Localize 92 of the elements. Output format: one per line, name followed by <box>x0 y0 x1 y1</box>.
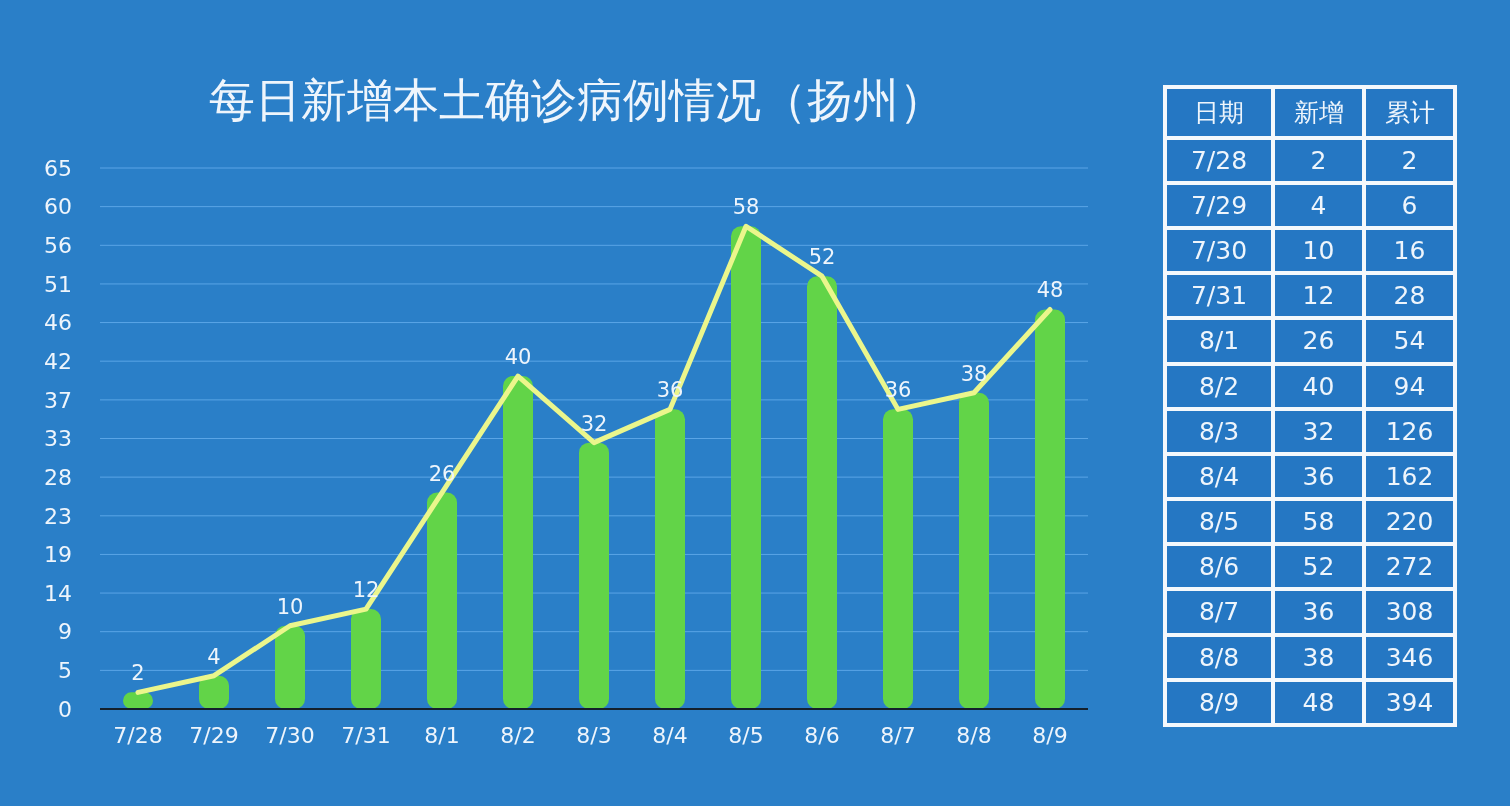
text: 日期 <box>1194 97 1244 127</box>
y-tick-label: 14 <box>44 580 72 606</box>
data-label: 32 <box>1273 408 1364 454</box>
data-label: 16 <box>1364 228 1455 274</box>
data-label: 6 <box>1364 182 1455 228</box>
data-label: 58 <box>1273 499 1364 545</box>
y-tick-label: 51 <box>44 271 72 297</box>
y-tick-label: 0 <box>58 696 72 722</box>
data-label: 40 <box>504 345 532 370</box>
x-tick-label: 7/30 <box>265 722 315 748</box>
category-label: 8/8 <box>1198 642 1240 672</box>
data-label: 220 <box>1364 499 1455 545</box>
legend-label: 新增 <box>1293 97 1344 127</box>
x-tick-label: 8/2 <box>500 722 536 748</box>
x-tick-label: 8/4 <box>652 722 688 748</box>
bar <box>503 376 533 709</box>
category-label: 7/28 <box>1190 145 1248 175</box>
data-label: 2 <box>1364 137 1455 183</box>
data-label: 48 <box>1273 679 1364 725</box>
bar <box>579 442 609 709</box>
data-label: 54 <box>1364 318 1455 364</box>
data-label: 26 <box>1273 318 1364 364</box>
y-tick-label: 65 <box>44 155 72 181</box>
data-label: 36 <box>1273 589 1364 635</box>
x-tick-label: 7/29 <box>189 722 239 748</box>
data-label: 40 <box>1273 363 1364 409</box>
y-tick-label: 46 <box>44 310 72 336</box>
data-label: 10 <box>276 594 304 619</box>
data-label: 272 <box>1364 544 1455 590</box>
y-tick-label: 42 <box>44 348 72 374</box>
data-label: 94 <box>1364 363 1455 409</box>
x-tick-label: 8/1 <box>424 722 460 748</box>
data-label: 52 <box>808 245 836 270</box>
data-label: 10 <box>1273 228 1364 274</box>
category-label: 7/29 <box>1190 190 1248 220</box>
bar <box>275 625 305 709</box>
data-label: 28 <box>1364 273 1455 319</box>
category-label: 7/30 <box>1190 236 1248 266</box>
data-label: 394 <box>1364 679 1455 725</box>
category-label: 8/2 <box>1198 371 1240 401</box>
y-tick-label: 19 <box>44 542 72 568</box>
x-tick-label: 8/3 <box>576 722 612 748</box>
y-tick-label: 23 <box>44 503 72 529</box>
data-label: 162 <box>1364 453 1455 500</box>
y-tick-label: 60 <box>44 194 72 220</box>
data-label: 2 <box>1273 137 1364 183</box>
bar <box>1035 309 1065 709</box>
x-tick-label: 7/31 <box>341 722 391 748</box>
bar <box>959 392 989 709</box>
bar <box>731 226 761 709</box>
bar <box>807 276 837 709</box>
category-label: 8/7 <box>1198 597 1240 627</box>
x-tick-label: 7/28 <box>113 722 163 748</box>
data-label: 346 <box>1364 634 1455 680</box>
data-label: 126 <box>1364 408 1455 454</box>
data-label: 12 <box>352 578 380 603</box>
x-tick-label: 8/5 <box>728 722 764 748</box>
data-label: 36 <box>1273 453 1364 500</box>
y-tick-label: 37 <box>44 387 72 413</box>
bar <box>883 409 913 709</box>
x-tick-label: 8/7 <box>880 722 916 748</box>
data-label: 38 <box>960 361 988 386</box>
x-tick-label: 8/9 <box>1032 722 1068 748</box>
data-label: 2 <box>131 661 145 686</box>
y-tick-label: 33 <box>44 426 72 452</box>
y-tick-label: 28 <box>44 464 72 490</box>
data-label: 32 <box>580 411 608 436</box>
category-label: 8/1 <box>1198 326 1240 356</box>
y-tick-label: 5 <box>58 658 72 684</box>
y-tick-label: 9 <box>58 619 72 645</box>
x-tick-label: 8/6 <box>804 722 840 748</box>
legend-label: 累计 <box>1384 97 1435 127</box>
bar <box>427 492 457 709</box>
data-label: 4 <box>1273 182 1364 228</box>
data-label: 4 <box>207 644 221 669</box>
category-label: 8/3 <box>1198 416 1240 446</box>
category-label: 7/31 <box>1190 281 1248 311</box>
category-label: 8/9 <box>1198 687 1240 717</box>
bar <box>351 609 381 709</box>
data-label: 308 <box>1364 589 1455 635</box>
category-label: 8/6 <box>1198 552 1240 582</box>
data-label: 52 <box>1273 544 1364 590</box>
bar <box>655 409 685 709</box>
data-label: 38 <box>1273 634 1364 680</box>
y-tick-label: 56 <box>44 233 72 259</box>
category-label: 8/4 <box>1198 461 1240 491</box>
data-label: 48 <box>1036 278 1064 303</box>
x-tick-label: 8/8 <box>956 722 992 748</box>
chart-title: 每日新增本土确诊病例情况（扬州） <box>209 73 945 127</box>
data-label: 58 <box>732 195 760 220</box>
category-label: 8/5 <box>1198 507 1240 537</box>
data-label: 12 <box>1273 273 1364 319</box>
